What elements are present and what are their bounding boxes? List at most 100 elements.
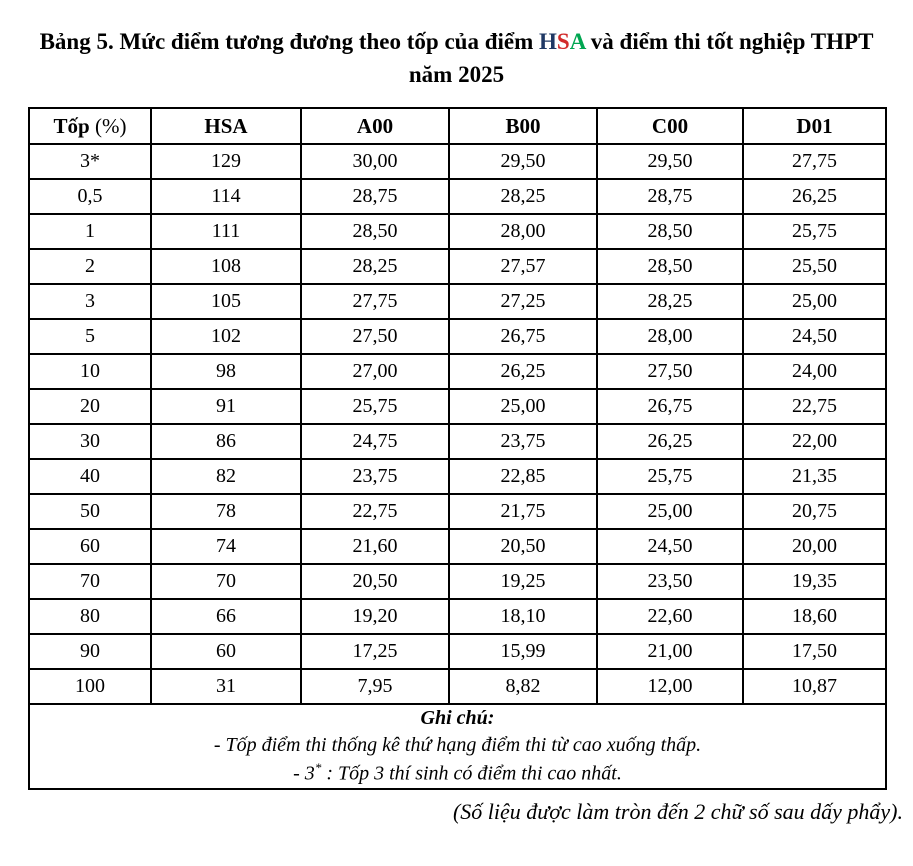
table-cell: 74 bbox=[150, 528, 302, 566]
header-top-percent-unit: (%) bbox=[94, 113, 127, 138]
note-line-2-suffix: : Tốp 3 thí sinh có điểm thi cao nhất. bbox=[321, 762, 622, 785]
table-cell: 28,50 bbox=[596, 248, 744, 286]
table-row: 2 108 28,25 27,57 28,50 25,50 bbox=[28, 248, 887, 286]
table-cell: 25,75 bbox=[596, 458, 744, 496]
table-cell: 22,85 bbox=[448, 458, 598, 496]
table-cell: 27,00 bbox=[300, 353, 450, 391]
table-cell: 24,50 bbox=[742, 318, 887, 356]
table-cell: 18,10 bbox=[448, 598, 598, 636]
table-cell: 22,00 bbox=[742, 423, 887, 461]
table-cell: 25,75 bbox=[742, 213, 887, 251]
table-cell: 26,25 bbox=[596, 423, 744, 461]
table-row: 10 98 27,00 26,25 27,50 24,00 bbox=[28, 353, 887, 391]
table-cell: 60 bbox=[150, 633, 302, 671]
table-cell: 70 bbox=[150, 563, 302, 601]
table-cell: 19,25 bbox=[448, 563, 598, 601]
table-cell: 23,75 bbox=[300, 458, 450, 496]
table-cell: 100 bbox=[28, 668, 152, 706]
table-row: 20 91 25,75 25,00 26,75 22,75 bbox=[28, 388, 887, 426]
table-cell: 28,75 bbox=[300, 178, 450, 216]
table-cell: 1 bbox=[28, 213, 152, 251]
table-cell: 27,75 bbox=[742, 143, 887, 181]
table-row: 50 78 22,75 21,75 25,00 20,75 bbox=[28, 493, 887, 531]
title-hsa-letter-s: S bbox=[556, 29, 570, 54]
table-cell: 24,00 bbox=[742, 353, 887, 391]
table-row: 90 60 17,25 15,99 21,00 17,50 bbox=[28, 633, 887, 671]
table-cell: 60 bbox=[28, 528, 152, 566]
table-row: 5 102 27,50 26,75 28,00 24,50 bbox=[28, 318, 887, 356]
table-cell: 27,50 bbox=[596, 353, 744, 391]
table-cell: 26,75 bbox=[596, 388, 744, 426]
title-line2: năm 2025 bbox=[408, 61, 505, 87]
table-row: 0,5 114 28,75 28,25 28,75 26,25 bbox=[28, 178, 887, 216]
table-row: 80 66 19,20 18,10 22,60 18,60 bbox=[28, 598, 887, 636]
table-row: 30 86 24,75 23,75 26,25 22,00 bbox=[28, 423, 887, 461]
table-cell: 129 bbox=[150, 143, 302, 181]
header-top-percent-label: Tốp bbox=[53, 113, 90, 138]
table-cell: 26,25 bbox=[742, 178, 887, 216]
table-cell: 2 bbox=[28, 248, 152, 286]
title-hsa-letter-a: A bbox=[569, 29, 586, 54]
table-cell: 27,57 bbox=[448, 248, 598, 286]
table-cell: 12,00 bbox=[596, 668, 744, 706]
table-cell: 21,35 bbox=[742, 458, 887, 496]
page-title: Bảng 5. Mức điểm tương đương theo tốp củ… bbox=[8, 0, 905, 91]
table-row: 100 31 7,95 8,82 12,00 10,87 bbox=[28, 668, 887, 706]
table-cell: 3* bbox=[28, 143, 152, 181]
table-cell: 105 bbox=[150, 283, 302, 321]
table-cell: 29,50 bbox=[448, 143, 598, 181]
table-cell: 20,75 bbox=[742, 493, 887, 531]
table-cell: 31 bbox=[150, 668, 302, 706]
notes-cell: Ghi chú: - Tốp điểm thi thống kê thứ hạn… bbox=[28, 703, 887, 790]
note-line-1: - Tốp điểm thi thống kê thứ hạng điểm th… bbox=[213, 734, 702, 757]
table-cell: 30,00 bbox=[300, 143, 450, 181]
table-cell: 102 bbox=[150, 318, 302, 356]
table-row: 60 74 21,60 20,50 24,50 20,00 bbox=[28, 528, 887, 566]
title-line1-suffix: và điểm thi tốt nghiệp THPT bbox=[585, 29, 874, 54]
note-line-2-asterisk: * bbox=[314, 760, 322, 776]
table-cell: 3 bbox=[28, 283, 152, 321]
table-row: 1 111 28,50 28,00 28,50 25,75 bbox=[28, 213, 887, 251]
table-cell: 70 bbox=[28, 563, 152, 601]
table-cell: 25,00 bbox=[742, 283, 887, 321]
table-cell: 17,50 bbox=[742, 633, 887, 671]
table-cell: 20,50 bbox=[300, 563, 450, 601]
table-cell: 28,25 bbox=[300, 248, 450, 286]
table-body: 3* 129 30,00 29,50 29,50 27,75 0,5 114 28,75 28,2… bbox=[28, 143, 887, 706]
table-cell: 10 bbox=[28, 353, 152, 391]
notes-row: Ghi chú: - Tốp điểm thi thống kê thứ hạn… bbox=[28, 703, 887, 790]
table-cell: 40 bbox=[28, 458, 152, 496]
table-cell: 98 bbox=[150, 353, 302, 391]
table-cell: 28,25 bbox=[596, 283, 744, 321]
header-c00: C00 bbox=[596, 107, 744, 146]
table-cell: 91 bbox=[150, 388, 302, 426]
table-cell: 0,5 bbox=[28, 178, 152, 216]
table-cell: 28,75 bbox=[596, 178, 744, 216]
header-d01: D01 bbox=[742, 107, 887, 146]
title-hsa-letter-h: H bbox=[539, 29, 557, 54]
table-cell: 80 bbox=[28, 598, 152, 636]
table-cell: 108 bbox=[150, 248, 302, 286]
rounding-note: (Số liệu được làm tròn đến 2 chữ số sau … bbox=[452, 798, 903, 824]
header-b00: B00 bbox=[448, 107, 598, 146]
table-cell: 28,25 bbox=[448, 178, 598, 216]
header-hsa: HSA bbox=[150, 107, 302, 146]
table-cell: 25,50 bbox=[742, 248, 887, 286]
table-cell: 114 bbox=[150, 178, 302, 216]
table-cell: 17,25 bbox=[300, 633, 450, 671]
table-cell: 21,60 bbox=[300, 528, 450, 566]
note-line-2-prefix: - 3 bbox=[293, 762, 315, 785]
notes-heading: Ghi chú: bbox=[420, 707, 495, 730]
table-cell: 26,25 bbox=[448, 353, 598, 391]
table-cell: 28,00 bbox=[448, 213, 598, 251]
table-cell: 23,75 bbox=[448, 423, 598, 461]
title-line1-prefix: Bảng 5. Mức điểm tương đương theo tốp củ… bbox=[39, 29, 539, 54]
table-cell: 7,95 bbox=[300, 668, 450, 706]
table-cell: 5 bbox=[28, 318, 152, 356]
table-row: 3* 129 30,00 29,50 29,50 27,75 bbox=[28, 143, 887, 181]
table-cell: 28,00 bbox=[596, 318, 744, 356]
table-row: 70 70 20,50 19,25 23,50 19,35 bbox=[28, 563, 887, 601]
table-cell: 22,75 bbox=[742, 388, 887, 426]
table-cell: 25,75 bbox=[300, 388, 450, 426]
